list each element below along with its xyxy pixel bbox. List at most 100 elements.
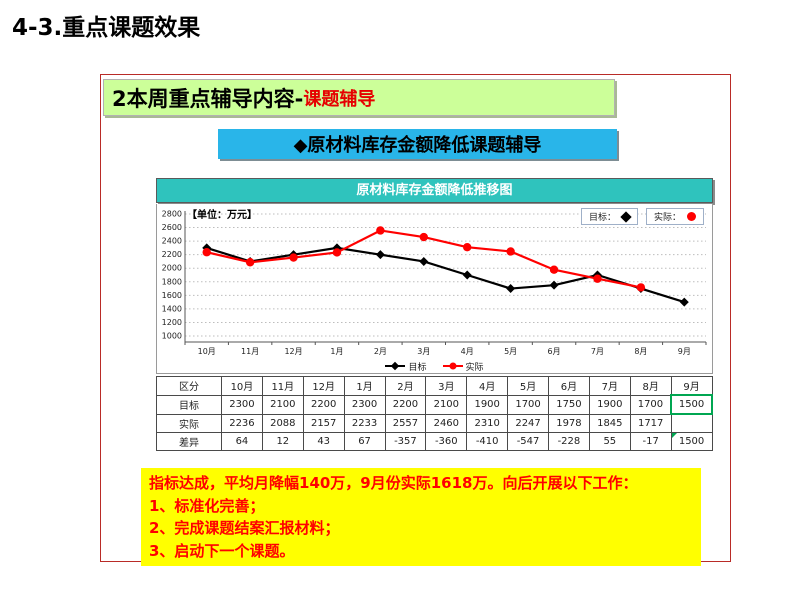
table-header-cell: 11月 <box>261 376 304 396</box>
table-row: 实际 2236 2088 2157 2233 2557 2460 2310 2247 1978 18… <box>156 413 713 433</box>
table-row: 区分 10月 11月 12月 1月 2月 3月 4月 5月 6月 7月 8月 9月 <box>156 376 713 396</box>
actual-line-icon <box>442 362 463 370</box>
svg-text:1400: 1400 <box>162 304 182 313</box>
chart-unit-label: 【单位：万元】 <box>187 210 257 221</box>
table-row-label: 目标 <box>156 394 222 415</box>
svg-text:5月: 5月 <box>504 347 517 356</box>
table-cell: 2100 <box>261 394 304 415</box>
table-header-cell: 5月 <box>507 376 549 396</box>
table-cell: 2088 <box>261 413 304 433</box>
legend-item-actual: 实际： <box>645 208 704 225</box>
table-cell: 1700 <box>629 394 672 415</box>
svg-text:1200: 1200 <box>162 318 182 327</box>
svg-text:8月: 8月 <box>634 347 647 356</box>
table-cell: 67 <box>343 432 386 451</box>
table-row-label: 实际 <box>156 413 222 433</box>
svg-text:1600: 1600 <box>162 291 182 300</box>
table-cell: 1900 <box>588 394 631 415</box>
chart-title: 原材料库存金额降低推移图 <box>156 178 713 203</box>
table-cell: 55 <box>588 432 631 451</box>
table-cell: -360 <box>425 432 468 451</box>
svg-text:12月: 12月 <box>284 347 302 356</box>
table-cell: 2247 <box>507 413 549 433</box>
table-cell <box>670 413 713 433</box>
svg-text:2月: 2月 <box>374 347 387 356</box>
table-cell: 1500 <box>670 432 713 451</box>
monthly-data-table: 区分 10月 11月 12月 1月 2月 3月 4月 5月 6月 7月 8月 9月 目标 2300 2100 2… <box>156 376 713 451</box>
table-cell: -228 <box>548 432 590 451</box>
table-cell: -410 <box>466 432 509 451</box>
chart-block: 原材料库存金额降低推移图 【单位：万元】 目标： 实际： 2800 2600 240… <box>156 178 713 451</box>
table-cell: 1750 <box>548 394 590 415</box>
svg-text:2000: 2000 <box>162 264 182 273</box>
svg-text:1000: 1000 <box>162 332 182 341</box>
table-cell: -547 <box>507 432 549 451</box>
table-cell: 12 <box>261 432 304 451</box>
table-cell: 2100 <box>425 394 468 415</box>
svg-text:2200: 2200 <box>162 250 182 259</box>
table-cell: -357 <box>384 432 427 451</box>
trend-line-chart: 2800 2600 2400 2200 2000 1800 1600 1400 1200 1000… <box>162 210 707 356</box>
table-header-cell: 7月 <box>588 376 631 396</box>
table-cell: 1978 <box>548 413 590 433</box>
table-header-cell: 9月 <box>670 376 713 396</box>
slide-content-box: 2本周重点辅导内容- 课题辅导 ◆原材料库存金额降低课题辅导 原材料库存金额降低… <box>100 74 731 566</box>
note-line-4: 3、启动下一个课题。 <box>149 541 295 560</box>
table-cell: 2200 <box>384 394 427 415</box>
actual-circle-icon <box>687 212 696 221</box>
legend-actual-label: 实际： <box>653 213 681 223</box>
table-cell: 2236 <box>221 413 263 433</box>
section-header-text: 2本周重点辅导内容- <box>112 86 304 111</box>
target-line-icon <box>385 361 406 371</box>
table-header-cell: 1月 <box>343 376 386 396</box>
table-row-label: 差异 <box>156 432 222 451</box>
svg-text:1800: 1800 <box>162 277 182 286</box>
svg-text:6月: 6月 <box>547 347 560 356</box>
table-cell: 1700 <box>507 394 549 415</box>
table-cell: 2157 <box>302 413 345 433</box>
page-title: 4-3.重点课题效果 <box>12 15 201 41</box>
table-cell: 64 <box>221 432 263 451</box>
svg-text:2600: 2600 <box>162 223 182 232</box>
table-cell: 2300 <box>221 394 263 415</box>
target-diamond-icon <box>620 210 632 223</box>
table-cell: 2557 <box>384 413 427 433</box>
note-line-3: 2、完成课题结案汇报材料； <box>149 519 340 537</box>
table-row: 差异 64 12 43 67 -357 -360 -410 -547 -228 55 -17 1500 <box>156 432 713 451</box>
chart-plot-area: 【单位：万元】 目标： 实际： 2800 2600 2400 2200 2000 1800… <box>156 204 713 374</box>
table-header-cell: 区分 <box>156 376 222 396</box>
table-header-cell: 10月 <box>221 376 263 396</box>
section-header-bar: 2本周重点辅导内容- 课题辅导 <box>103 79 615 116</box>
svg-text:1月: 1月 <box>330 347 343 356</box>
table-header-cell: 8月 <box>629 376 672 396</box>
table-row: 目标 2300 2100 2200 2300 2200 2100 1900 1700 1750 19… <box>156 394 713 415</box>
summary-note-box: 指标达成，平均月降幅140万，9月份实际1618万。向后开展以下工作： 1、标准… <box>141 468 701 566</box>
svg-text:4月: 4月 <box>461 347 474 356</box>
chart-legend-bottom: 目标 实际 <box>157 359 712 373</box>
table-header-cell: 4月 <box>466 376 509 396</box>
section-header-highlight: 课题辅导 <box>303 88 376 110</box>
note-line-1: 指标达成，平均月降幅140万，9月份实际1618万。向后开展以下工作： <box>149 474 638 492</box>
table-header-cell: 6月 <box>548 376 590 396</box>
note-line-2: 1、标准化完善； <box>149 496 265 515</box>
topic-subheader-text: ◆原材料库存金额降低课题辅导 <box>293 135 542 156</box>
table-cell: 1845 <box>588 413 631 433</box>
svg-text:3月: 3月 <box>417 347 430 356</box>
table-cell: 2310 <box>466 413 509 433</box>
table-cell: 1900 <box>466 394 509 415</box>
legend-bottom-actual: 实际 <box>442 360 484 373</box>
chart-legend-top: 目标： 实际： <box>580 208 704 225</box>
table-cell: 2200 <box>302 394 345 415</box>
legend-item-target: 目标： <box>580 208 638 225</box>
topic-subheader-bar: ◆原材料库存金额降低课题辅导 <box>218 129 617 159</box>
svg-text:9月: 9月 <box>678 347 691 356</box>
legend-bottom-actual-label: 实际 <box>465 362 484 373</box>
table-header-cell: 12月 <box>302 376 345 396</box>
table-header-cell: 2月 <box>384 376 427 396</box>
svg-text:11月: 11月 <box>241 347 259 356</box>
svg-text:2400: 2400 <box>162 237 182 246</box>
table-cell: 2233 <box>343 413 386 433</box>
table-cell: 1500 <box>670 394 713 415</box>
table-cell: 2300 <box>343 394 386 415</box>
legend-target-label: 目标： <box>588 213 616 223</box>
